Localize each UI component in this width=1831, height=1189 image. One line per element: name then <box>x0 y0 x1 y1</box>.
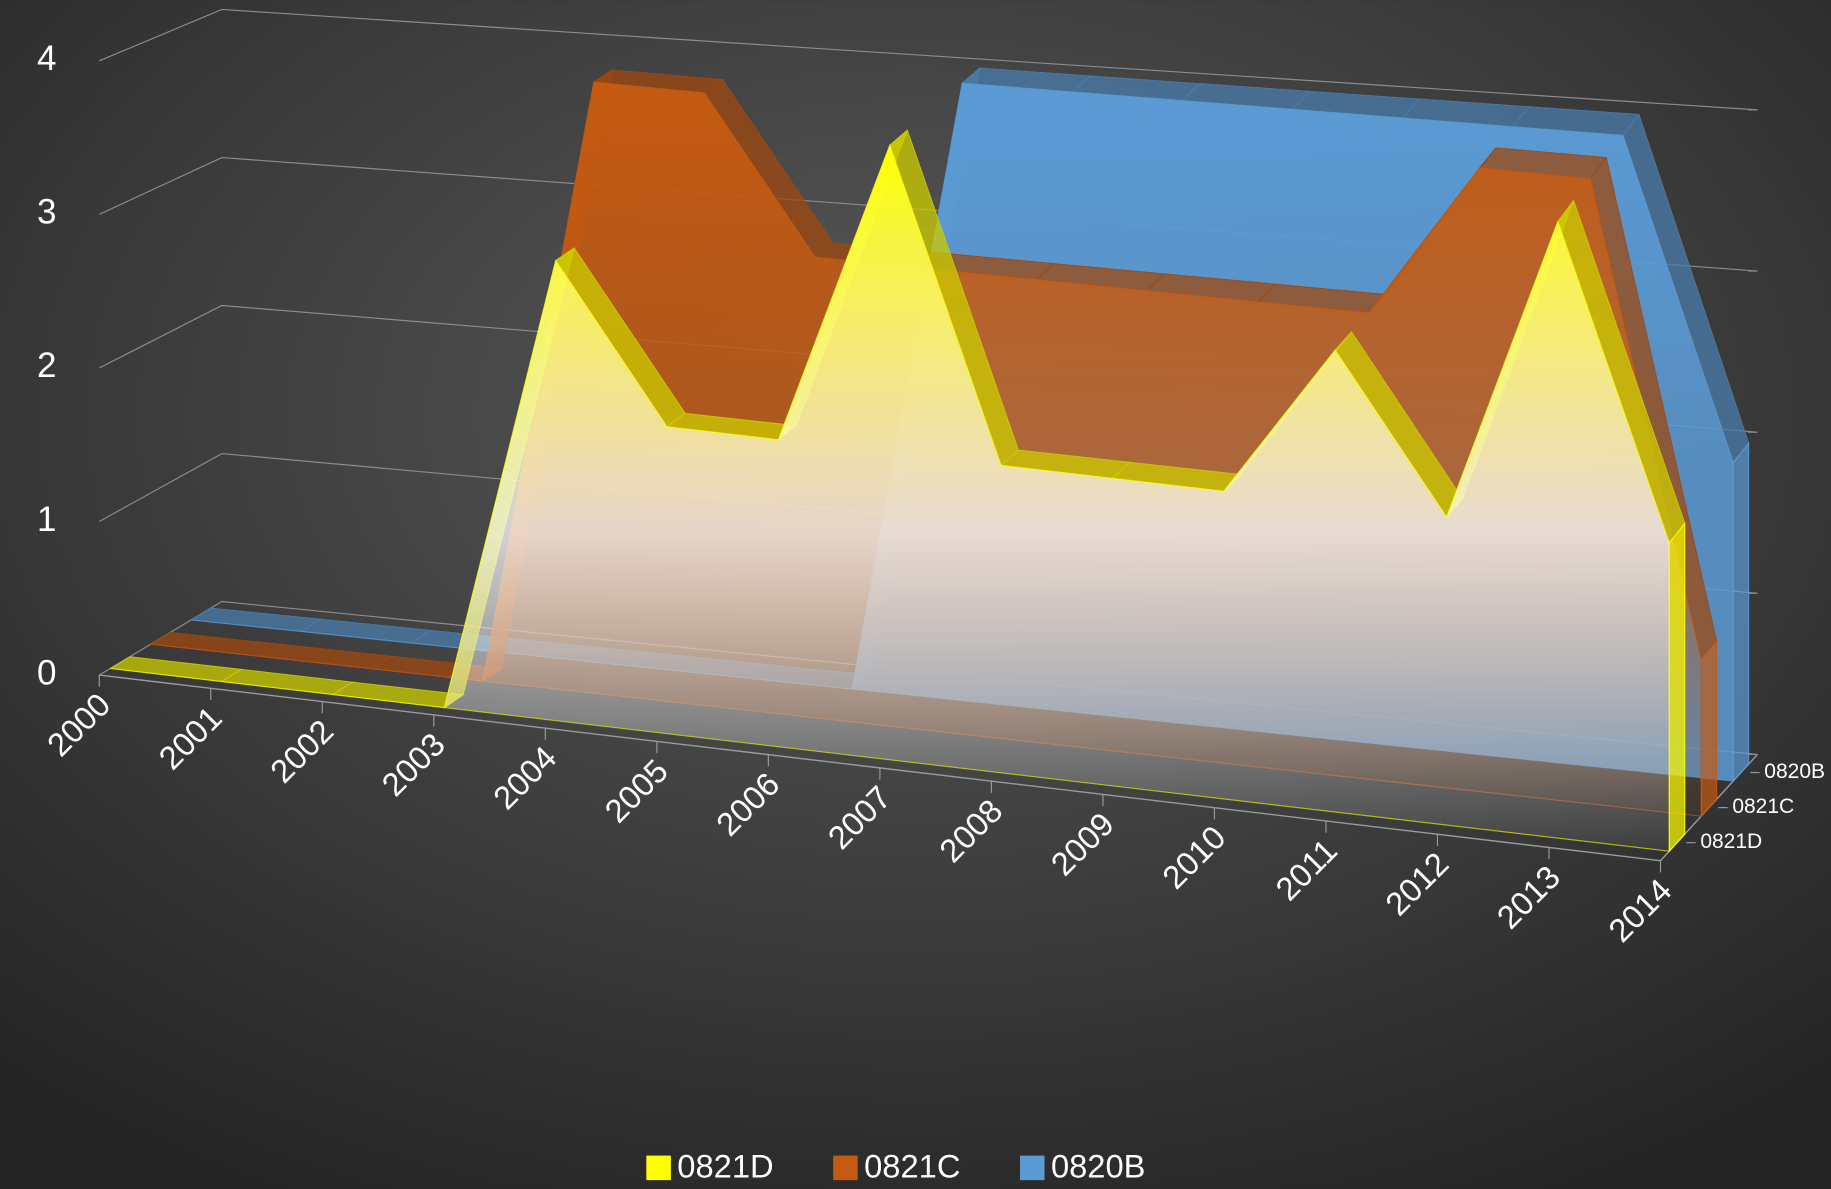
y-tick-label: 2 <box>37 346 56 385</box>
legend-label: 0820B <box>1051 1148 1146 1185</box>
y-tick-label: 1 <box>37 500 56 539</box>
y-tick-label: 3 <box>37 193 56 232</box>
legend-swatch <box>1020 1155 1045 1181</box>
legend-swatch <box>646 1155 671 1181</box>
depth-label: 0820B <box>1764 760 1825 783</box>
grid-line <box>99 8 1758 111</box>
area-side <box>1668 521 1686 853</box>
area <box>110 143 1670 852</box>
y-tick-label: 4 <box>37 39 56 78</box>
depth-label: 0821C <box>1732 795 1794 818</box>
legend-swatch <box>833 1155 858 1181</box>
legend-label: 0821D <box>677 1148 773 1185</box>
area-side <box>1700 639 1718 818</box>
depth-label: 0821D <box>1700 830 1762 853</box>
area-side <box>1732 441 1750 783</box>
legend-label: 0821C <box>864 1148 960 1185</box>
y-tick-label: 0 <box>37 653 56 692</box>
